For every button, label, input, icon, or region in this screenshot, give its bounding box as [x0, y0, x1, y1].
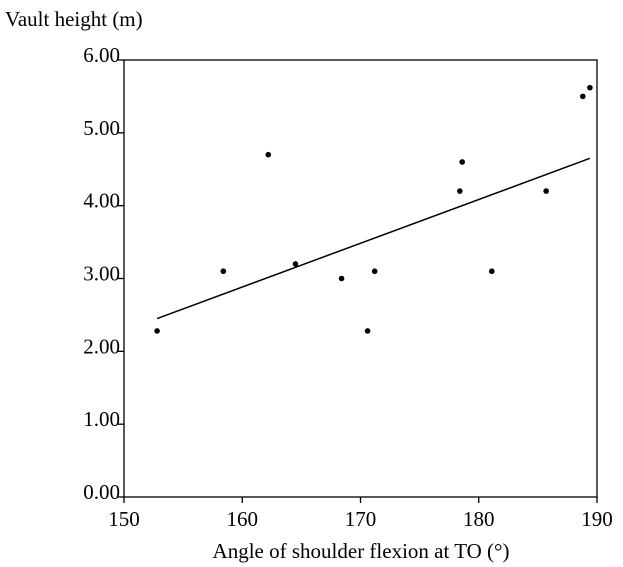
y-axis-ticks: 0.00 1.00 2.00 3.00 4.00 5.00 6.00: [83, 43, 124, 504]
data-point: [543, 188, 549, 194]
x-tick-label: 190: [581, 507, 613, 531]
x-tick-label: 160: [227, 507, 259, 531]
y-tick-label: 4.00: [83, 189, 120, 213]
data-point: [220, 268, 227, 275]
y-tick-label: 3.00: [83, 262, 120, 286]
trendline-group: [156, 157, 591, 320]
plot-area-frame: [123, 59, 598, 498]
data-point: [154, 328, 160, 334]
x-tick-label: 170: [345, 507, 377, 531]
x-tick-label: 150: [108, 507, 140, 531]
y-tick-label: 2.00: [83, 334, 120, 358]
data-point: [580, 93, 586, 100]
y-axis-label: Vault height (m): [5, 7, 143, 31]
data-point: [371, 268, 378, 275]
data-point: [292, 261, 299, 267]
data-point: [587, 84, 593, 91]
data-point: [488, 268, 495, 275]
regression-line: [156, 157, 591, 320]
x-axis-label: Angle of shoulder flexion at TO (°): [213, 539, 510, 563]
x-axis-ticks: 150 160 170 180 190: [108, 497, 613, 531]
data-point: [364, 328, 371, 334]
data-point: [459, 159, 465, 165]
y-tick-label: 0.00: [83, 480, 120, 504]
y-tick-label: 5.00: [83, 116, 120, 140]
data-point: [265, 151, 272, 158]
data-point: [457, 188, 463, 194]
y-tick-label: 1.00: [83, 407, 120, 431]
y-tick-label: 6.00: [83, 43, 120, 67]
data-point: [338, 275, 345, 282]
data-points: [154, 84, 593, 334]
x-tick-label: 180: [463, 507, 495, 531]
